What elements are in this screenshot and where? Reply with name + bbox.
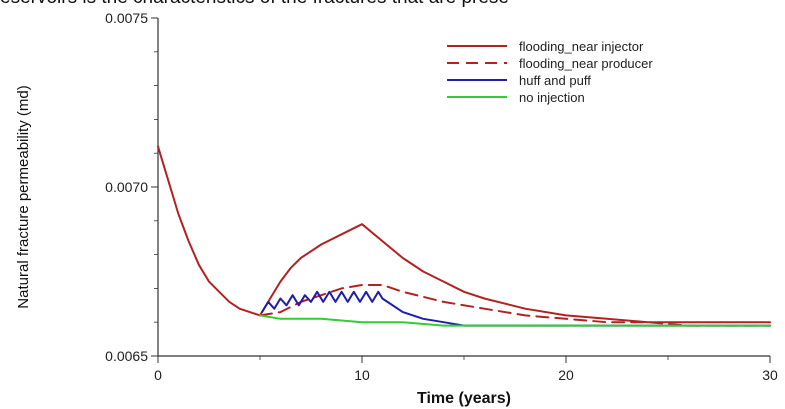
x-tick-label: 30: [762, 367, 778, 383]
y-tick-label: 0.0070: [105, 179, 148, 195]
series-layer: [157, 145, 771, 327]
legend: flooding_near injector flooding_near prod…: [447, 39, 653, 105]
legend-label: flooding_near producer: [519, 56, 653, 71]
x-ticks: 0 10 20 30: [154, 356, 778, 383]
series-line-1: [157, 145, 771, 324]
x-axis-title: Time (years): [417, 390, 511, 407]
y-tick-label: 0.0075: [105, 10, 148, 26]
x-tick-label: 20: [558, 367, 574, 383]
x-tick-label: 0: [154, 367, 162, 383]
y-axis-title: Natural fracture permeability (md): [15, 85, 32, 308]
legend-label: flooding_near injector: [519, 39, 644, 54]
legend-label: no injection: [519, 90, 585, 105]
y-tick-label: 0.0065: [105, 348, 148, 364]
caption-fragment: eservoirs is the characteristics of the …: [0, 0, 785, 9]
legend-label: huff and puff: [519, 73, 591, 88]
y-ticks: 0.0065 0.0070 0.0075: [105, 10, 158, 364]
x-tick-label: 10: [354, 367, 370, 383]
series-line-4: [259, 314, 771, 327]
